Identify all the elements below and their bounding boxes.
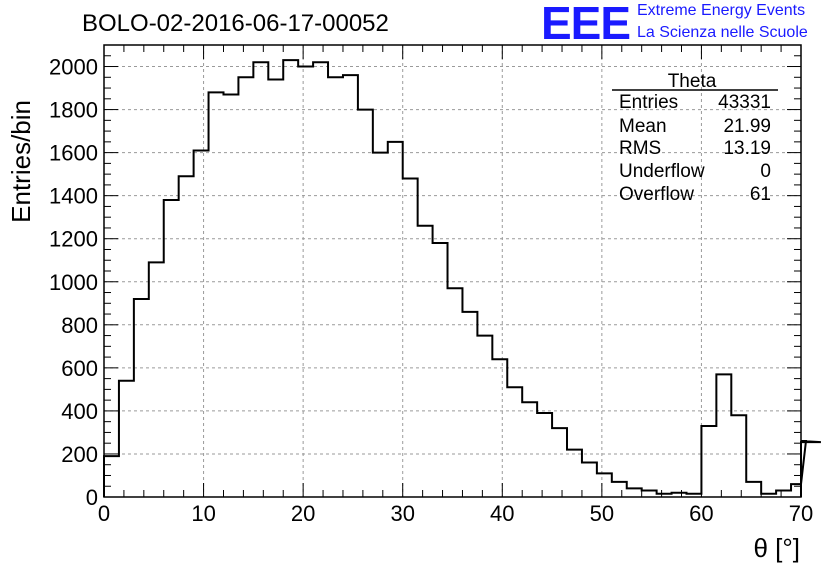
stats-value: 21.99: [723, 116, 771, 137]
stats-row-entries: Entries 43331: [619, 92, 771, 114]
stats-row-rms: RMS 13.19: [619, 138, 771, 160]
x-tick-label: 40: [490, 501, 514, 526]
histogram-bin: [627, 488, 642, 497]
stats-row-underflow: Underflow 0: [619, 161, 771, 183]
stats-box: Theta: [612, 71, 778, 92]
histogram-bin: [552, 428, 567, 497]
histogram-bin: [537, 413, 552, 497]
histogram-bin: [522, 402, 537, 497]
histogram-bin: [164, 200, 179, 497]
stats-label: Entries: [619, 92, 679, 113]
histogram-bin: [477, 336, 492, 497]
stats-label: Underflow: [619, 161, 705, 182]
y-tick-label: 200: [61, 442, 98, 467]
histogram-bin: [179, 176, 194, 497]
eee-logo-mark: EEE: [541, 0, 631, 49]
histogram-bin: [388, 142, 403, 497]
x-tick-label: 60: [689, 501, 713, 526]
y-tick-label: 400: [61, 399, 98, 424]
y-tick-label: 1200: [49, 227, 98, 252]
histogram-bin: [597, 473, 612, 497]
y-tick-labels: 0 200 400 600 800 1000 1200 1400 1600 1800 2000: [49, 55, 98, 510]
x-tick-label: 50: [590, 501, 614, 526]
histogram-bin: [253, 62, 268, 497]
stats-label: Overflow: [619, 184, 694, 205]
histogram-bin: [149, 262, 164, 497]
histogram-bin: [448, 288, 463, 497]
grid-lines: [104, 45, 801, 497]
x-axis-label: θ [°]: [753, 533, 800, 563]
histogram-bin: [223, 95, 238, 497]
histogram-bin: [209, 92, 224, 497]
histogram-bin: [328, 77, 343, 497]
histogram-bin: [343, 75, 358, 497]
histogram-bin: [134, 299, 149, 497]
histogram-bin: [746, 482, 761, 497]
chart-title: BOLO-02-2016-06-17-00052: [82, 10, 389, 37]
y-tick-label: 600: [61, 356, 98, 381]
y-tick-label: 1800: [49, 98, 98, 123]
logo-line-2: La Scienza nelle Scuole: [637, 24, 808, 41]
stats-label: Mean: [619, 116, 667, 137]
y-tick-label: 1400: [49, 184, 98, 209]
histogram-bin: [418, 226, 433, 497]
stats-row-mean: Mean 21.99: [619, 116, 771, 138]
histogram-bin: [403, 178, 418, 497]
histogram-bin: [268, 79, 283, 497]
histogram-bin: [119, 381, 134, 497]
histogram-bin: [358, 110, 373, 497]
stats-value: 61: [749, 184, 771, 205]
y-axis-label: Entries/bin: [6, 100, 36, 223]
histogram-bin: [462, 312, 477, 497]
histogram-bin: [716, 374, 731, 497]
histogram-bin: [612, 482, 627, 497]
histogram-bin: [567, 450, 582, 497]
x-tick-labels: 0 10 20 30 40 50 60 70: [98, 501, 813, 526]
histogram-bin: [701, 426, 716, 497]
y-tick-label: 800: [61, 313, 98, 338]
histogram-bin: [731, 415, 746, 497]
y-tick-label: 1000: [49, 270, 98, 295]
x-tick-label: 30: [390, 501, 414, 526]
histogram-outline: [103, 59, 821, 497]
stats-value: 0: [760, 161, 771, 182]
stats-label: RMS: [619, 138, 662, 159]
histogram-bin: [433, 243, 448, 497]
x-tick-label: 0: [98, 501, 110, 526]
axis-ticks: [103, 44, 802, 498]
histogram-bin: [194, 150, 209, 497]
histogram-bin: [238, 77, 253, 497]
histogram-bin: [492, 359, 507, 497]
x-tick-label: 20: [291, 501, 315, 526]
stats-value: 43331: [718, 92, 771, 113]
y-tick-label: 1600: [49, 141, 98, 166]
stats-value: 13.19: [723, 138, 771, 159]
y-tick-label: 2000: [49, 55, 98, 80]
histogram-bin: [104, 456, 119, 497]
histogram-bin: [582, 463, 597, 497]
logo-line-1: Extreme Energy Events: [637, 2, 806, 19]
histogram-bin: [283, 60, 298, 497]
histogram-bin: [313, 62, 328, 497]
y-tick-label: 0: [86, 485, 98, 510]
plot-frame: [103, 44, 802, 498]
x-tick-label: 70: [789, 501, 813, 526]
histogram-bin: [507, 387, 522, 497]
stats-title: Theta: [668, 71, 717, 92]
x-tick-label: 10: [191, 501, 215, 526]
stats-row-overflow: Overflow 61: [619, 184, 771, 206]
